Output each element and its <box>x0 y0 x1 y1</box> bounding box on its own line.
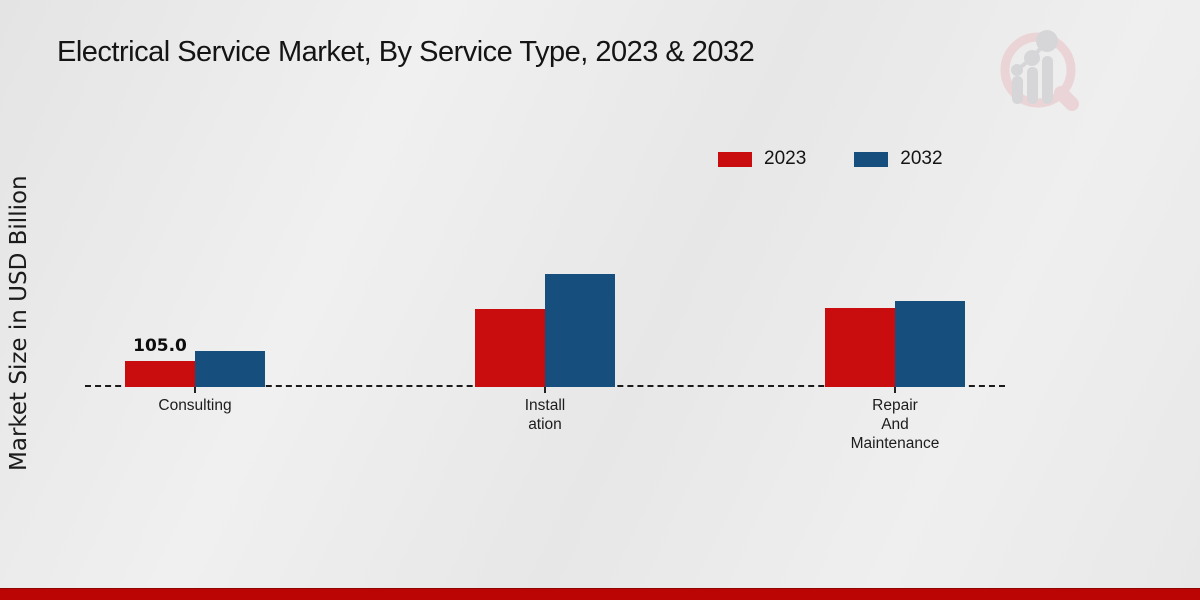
x-tick-installation <box>544 387 546 393</box>
x-label-repair-and-maintenance: Repair And Maintenance <box>850 397 940 452</box>
bar-2032-repair-and-maintenance <box>895 301 965 387</box>
legend-swatch-2023-icon <box>718 151 752 167</box>
legend-item-2023: 2023 <box>718 148 806 170</box>
x-tick-repair-and-maintenance <box>894 387 896 393</box>
x-label-consulting: Consulting <box>158 397 232 414</box>
footer-red-strip <box>0 588 1200 600</box>
bar-2023-installation <box>475 309 545 387</box>
legend-label-2023: 2023 <box>764 148 807 169</box>
legend-swatch-2032-icon <box>854 151 889 167</box>
bar-2023-consulting <box>125 361 195 387</box>
chart-title: Electrical Service Market, By Service Ty… <box>57 36 755 68</box>
magnifier-bar-chart-logo-icon <box>998 28 1082 116</box>
value-label-2023-consulting: 105.0 <box>133 336 187 356</box>
x-tick-consulting <box>194 387 196 393</box>
bar-2032-installation <box>545 274 615 387</box>
bar-2032-consulting <box>195 351 265 387</box>
legend-label-2032: 2032 <box>900 148 943 169</box>
x-label-installation: Install ation <box>524 397 566 433</box>
legend-item-2032: 2032 <box>854 148 943 170</box>
legend: 2023 2032 <box>718 148 943 170</box>
bar-2023-repair-and-maintenance <box>825 308 895 387</box>
